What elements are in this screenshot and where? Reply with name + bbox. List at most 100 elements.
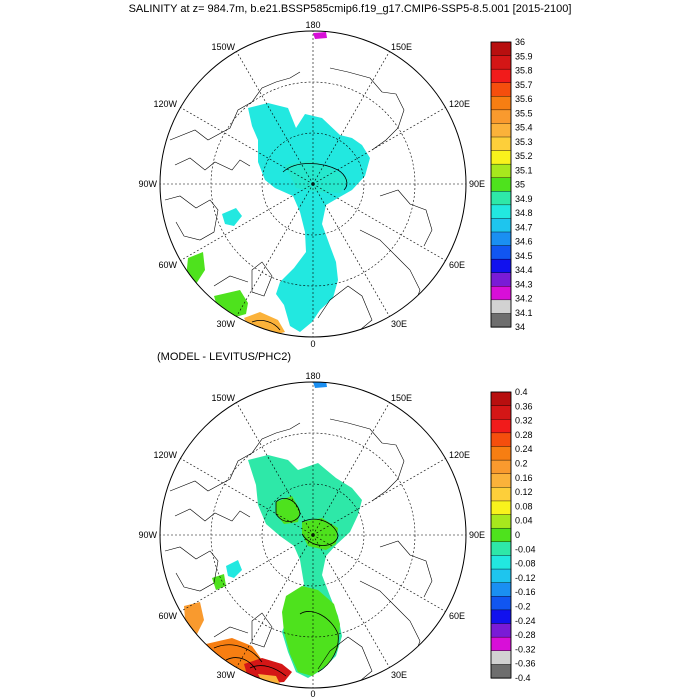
salinity-map-border: [159, 30, 467, 338]
salinity-colorbar: 36 35.9 35.8 35.7 35.6 35.5 35.4 35.3 35.2 35.1 35…: [490, 37, 533, 332]
difference-colorbar-swatch: [490, 568, 512, 584]
salinity-colorbar-swatch: [490, 218, 512, 233]
grid-label-30w: 30W: [216, 670, 235, 680]
difference-colorbar-swatch: [490, 500, 512, 516]
grid-label-30e: 30E: [391, 670, 407, 680]
salinity-colorbar-swatch: [490, 55, 512, 70]
salinity-graticule: [160, 31, 466, 337]
difference-colorbar-swatch: [490, 419, 512, 434]
difference-contours: [213, 498, 339, 677]
salinity-colorbar-swatch: [490, 231, 512, 247]
salinity-colorbar-swatch: [490, 82, 512, 97]
grid-label-0: 0: [310, 689, 315, 699]
difference-field: [164, 382, 433, 688]
salinity-colorbar-label: 34.5: [515, 251, 533, 261]
difference-colorbar-label: 0.2: [515, 459, 528, 469]
salinity-region-pole-spot: [313, 32, 327, 39]
difference-colorbar-swatch: [490, 473, 512, 488]
salinity-colorbar-label: 34.4: [515, 265, 533, 275]
difference-colorbar-label: -0.36: [515, 659, 536, 669]
difference-colorbar-outline: [490, 391, 512, 679]
grid-label-180: 180: [305, 20, 320, 30]
difference-panel-title: (MODEL - LEVITUS/PHC2): [157, 351, 292, 363]
difference-colorbar-label: 0.16: [515, 473, 533, 483]
difference-colorbar-swatch: [490, 582, 512, 597]
salinity-colorbar-label: 34: [515, 322, 525, 332]
salinity-colorbar-swatch: [490, 313, 512, 328]
difference-colorbar-swatch: [490, 636, 512, 652]
difference-region-coastal-cyan: [226, 560, 242, 578]
difference-colorbar-label: -0.08: [515, 559, 536, 569]
grid-label-60e: 60E: [449, 260, 465, 270]
grid-label-120w: 120W: [153, 450, 177, 460]
grid-label-30e: 30E: [391, 319, 407, 329]
difference-colorbar-swatch: [490, 555, 512, 570]
salinity-colorbar-swatch: [490, 272, 512, 287]
salinity-colorbar-swatch: [490, 123, 512, 138]
salinity-colorbar-outline: [490, 41, 512, 328]
salinity-colorbar-swatch: [490, 68, 512, 84]
salinity-map: 180 150E 120E 90E 60E 30E 0 30W 60W 90W …: [138, 20, 485, 349]
difference-colorbar-label: 0.32: [515, 416, 533, 426]
difference-colorbar-label: -0.12: [515, 573, 536, 583]
salinity-colorbar-swatch: [490, 258, 512, 274]
difference-colorbar-label: -0.2: [515, 602, 531, 612]
grid-label-120e: 120E: [449, 450, 470, 460]
salinity-colorbar-swatch: [490, 136, 512, 152]
salinity-colorbar-label: 35.4: [515, 123, 533, 133]
grid-label-90w: 90W: [138, 179, 157, 189]
salinity-colorbar-label: 34.3: [515, 279, 533, 289]
difference-region-coastal-green: [212, 574, 226, 590]
grid-label-150w: 150W: [211, 42, 235, 52]
difference-coastlines: [164, 418, 433, 682]
salinity-colorbar-label: 35.2: [515, 151, 533, 161]
grid-label-60w: 60W: [158, 260, 177, 270]
difference-colorbar-swatch: [490, 432, 512, 448]
difference-colorbar-swatch: [490, 487, 512, 502]
grid-label-180: 180: [305, 371, 320, 381]
grid-label-0: 0: [310, 339, 315, 349]
salinity-contour-atlantic: [251, 320, 281, 331]
difference-grid-labels: 180 150E 120E 90E 60E 30E 0 30W 60W 90W …: [138, 371, 485, 699]
difference-colorbar: 0.4 0.36 0.32 0.28 0.24 0.2 0.16 0.12 0.08 0.04 0 -…: [490, 387, 536, 683]
difference-colorbar-label: 0.12: [515, 487, 533, 497]
salinity-colorbar-label: 35.9: [515, 51, 533, 61]
salinity-colorbar-label: 35.8: [515, 66, 533, 76]
grid-label-30w: 30W: [216, 319, 235, 329]
salinity-colorbar-label: 35.6: [515, 94, 533, 104]
difference-colorbar-swatch: [490, 596, 512, 611]
difference-colorbar-label: -0.28: [515, 630, 536, 640]
difference-region-positive-2: [302, 518, 338, 550]
salinity-colorbar-swatch: [490, 150, 512, 165]
salinity-colorbar-label: 34.8: [515, 208, 533, 218]
salinity-colorbar-label: 34.9: [515, 194, 533, 204]
difference-colorbar-swatch: [490, 527, 512, 543]
difference-colorbar-label: 0.4: [515, 387, 528, 397]
salinity-colorbar-swatch: [490, 245, 512, 260]
difference-region-positive-atlantic: [282, 586, 340, 676]
salinity-colorbar-swatch: [490, 109, 512, 125]
figure-title: SALINITY at z= 984.7m, b.e21.BSSP585cmip…: [128, 3, 572, 15]
salinity-grid-labels: 180 150E 120E 90E 60E 30E 0 30W 60W 90W …: [138, 20, 485, 349]
salinity-colorbar-label: 34.1: [515, 308, 533, 318]
difference-colorbar-label: 0: [515, 530, 520, 540]
salinity-colorbar-label: 35.3: [515, 137, 533, 147]
difference-colorbar-swatch: [490, 623, 512, 638]
salinity-coastlines: [164, 67, 433, 331]
grid-label-90e: 90E: [469, 530, 485, 540]
difference-colorbar-label: -0.4: [515, 673, 531, 683]
difference-colorbar-label: -0.24: [515, 616, 536, 626]
difference-colorbar-swatch: [490, 405, 512, 420]
salinity-colorbar-label: 34.7: [515, 222, 533, 232]
difference-colorbar-swatch: [490, 609, 512, 625]
difference-colorbar-swatch: [490, 459, 512, 475]
difference-colorbar-label: 0.04: [515, 516, 533, 526]
difference-colorbar-label: 0.08: [515, 501, 533, 511]
difference-colorbar-swatch: [490, 446, 512, 461]
difference-colorbar-swatch: [490, 541, 512, 557]
salinity-region-arctic-basin: [248, 103, 370, 332]
grid-label-90w: 90W: [138, 530, 157, 540]
salinity-colorbar-swatch: [490, 163, 512, 179]
salinity-field: [164, 32, 433, 336]
